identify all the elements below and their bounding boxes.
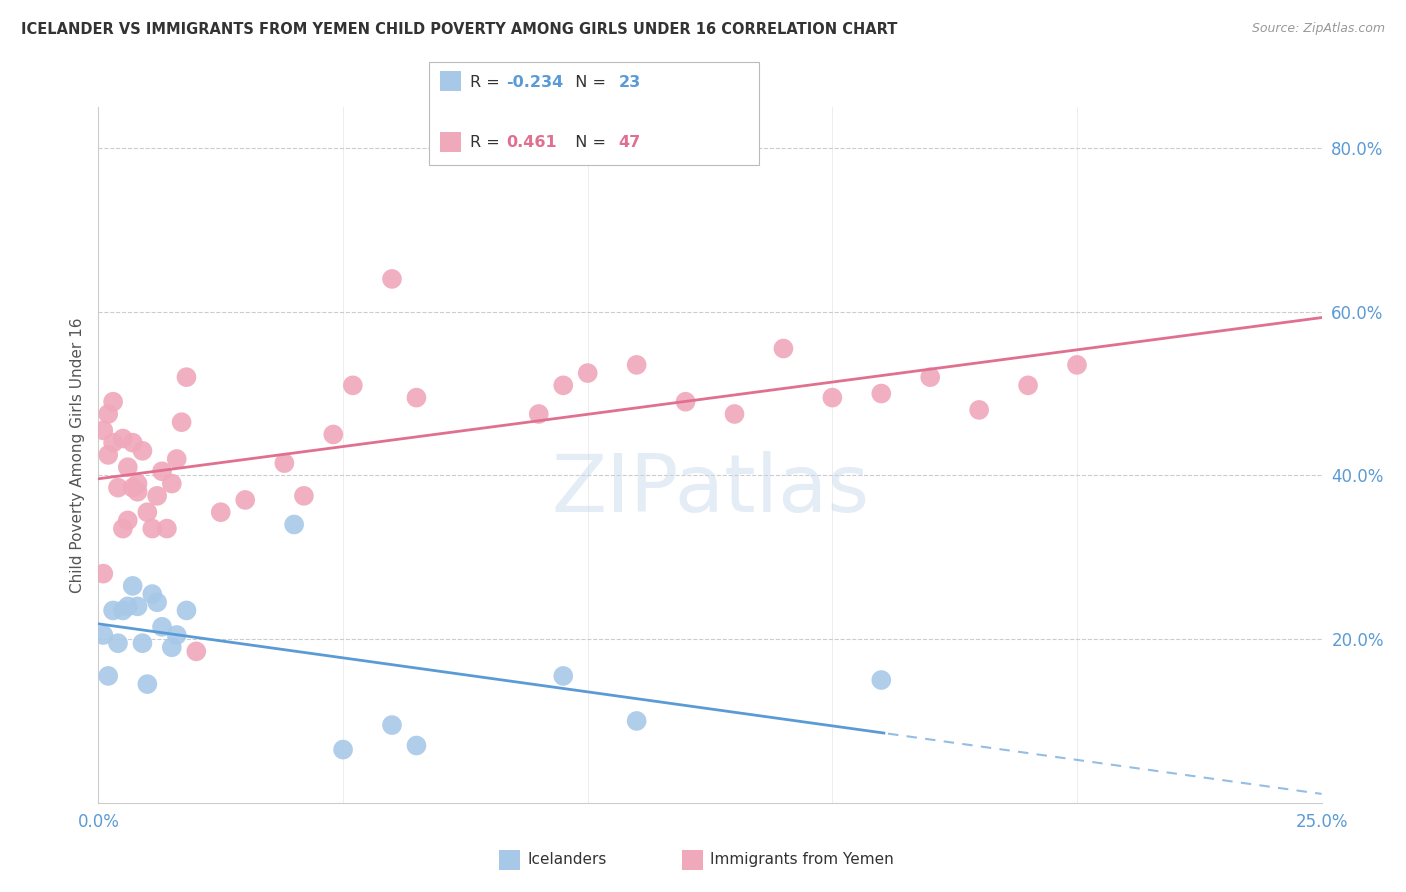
Text: N =: N = [565, 136, 612, 150]
Point [160, 476, 183, 491]
Text: ICELANDER VS IMMIGRANTS FROM YEMEN CHILD POVERTY AMONG GIRLS UNDER 16 CORRELATIO: ICELANDER VS IMMIGRANTS FROM YEMEN CHILD… [21, 22, 897, 37]
Text: 23: 23 [619, 75, 641, 89]
Point [150, 464, 173, 478]
Point [127, 484, 149, 499]
Point [97, 669, 120, 683]
Point [107, 481, 129, 495]
Point [209, 505, 232, 519]
Point [675, 394, 697, 409]
Point [146, 489, 169, 503]
Point [405, 739, 427, 753]
Point [141, 587, 163, 601]
Point [553, 669, 575, 683]
Point [342, 378, 364, 392]
Point [127, 599, 149, 614]
Point [166, 628, 188, 642]
Point [170, 415, 193, 429]
Point [91, 423, 114, 437]
Text: R =: R = [470, 136, 505, 150]
Text: R =: R = [470, 75, 505, 89]
Point [117, 599, 139, 614]
Point [1017, 378, 1039, 392]
Point [821, 391, 844, 405]
Point [553, 378, 575, 392]
Point [97, 448, 120, 462]
Point [136, 677, 159, 691]
Point [111, 432, 134, 446]
Point [131, 636, 153, 650]
Text: Icelanders: Icelanders [527, 853, 606, 867]
Point [146, 595, 169, 609]
Point [101, 394, 124, 409]
Point [967, 403, 990, 417]
Point [273, 456, 295, 470]
Point [97, 407, 120, 421]
Text: 0.461: 0.461 [506, 136, 557, 150]
Y-axis label: Child Poverty Among Girls Under 16: Child Poverty Among Girls Under 16 [69, 318, 84, 592]
Text: Immigrants from Yemen: Immigrants from Yemen [710, 853, 894, 867]
Point [381, 718, 404, 732]
Point [150, 620, 173, 634]
Point [292, 489, 315, 503]
Point [283, 517, 305, 532]
Point [111, 522, 134, 536]
Point [91, 566, 114, 581]
Point [141, 522, 163, 536]
Point [322, 427, 344, 442]
Point [920, 370, 942, 384]
Point [121, 481, 143, 495]
Point [870, 673, 893, 687]
Point [176, 370, 198, 384]
Point [381, 272, 404, 286]
Point [176, 603, 198, 617]
Point [111, 603, 134, 617]
Point [101, 603, 124, 617]
Point [156, 522, 179, 536]
Point [332, 742, 354, 756]
Point [160, 640, 183, 655]
Point [121, 579, 143, 593]
Text: -0.234: -0.234 [506, 75, 564, 89]
Text: N =: N = [565, 75, 612, 89]
Text: Source: ZipAtlas.com: Source: ZipAtlas.com [1251, 22, 1385, 36]
Point [626, 358, 648, 372]
Point [117, 460, 139, 475]
Point [1066, 358, 1088, 372]
Point [626, 714, 648, 728]
Point [772, 342, 794, 356]
Text: ZIPatlas: ZIPatlas [551, 450, 869, 529]
Point [870, 386, 893, 401]
Point [101, 435, 124, 450]
Point [127, 476, 149, 491]
Text: 47: 47 [619, 136, 641, 150]
Point [107, 636, 129, 650]
Point [131, 443, 153, 458]
Point [405, 391, 427, 405]
Point [121, 435, 143, 450]
Point [233, 492, 256, 507]
Point [136, 505, 159, 519]
Point [166, 452, 188, 467]
Point [91, 628, 114, 642]
Point [576, 366, 599, 380]
Point [117, 513, 139, 527]
Point [723, 407, 745, 421]
Point [527, 407, 550, 421]
Point [186, 644, 208, 658]
